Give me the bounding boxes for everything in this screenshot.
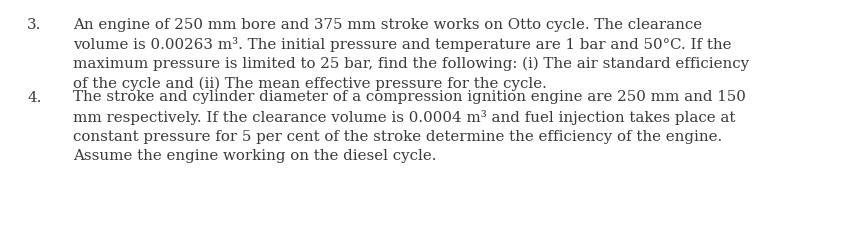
Text: 3.: 3. xyxy=(27,18,42,32)
Text: of the cycle and (ii) The mean effective pressure for the cycle.: of the cycle and (ii) The mean effective… xyxy=(73,76,547,91)
Text: 4.: 4. xyxy=(27,91,42,105)
Text: An engine of 250 mm bore and 375 mm stroke works on Otto cycle. The clearance: An engine of 250 mm bore and 375 mm stro… xyxy=(73,18,702,32)
Text: constant pressure for 5 per cent of the stroke determine the efficiency of the e: constant pressure for 5 per cent of the … xyxy=(73,129,722,143)
Text: Assume the engine working on the diesel cycle.: Assume the engine working on the diesel … xyxy=(73,149,437,163)
Text: The stroke and cylinder diameter of a compression ignition engine are 250 mm and: The stroke and cylinder diameter of a co… xyxy=(73,91,746,105)
Text: mm respectively. If the clearance volume is 0.0004 m³ and fuel injection takes p: mm respectively. If the clearance volume… xyxy=(73,110,735,125)
Text: maximum pressure is limited to 25 bar, find the following: (i) The air standard : maximum pressure is limited to 25 bar, f… xyxy=(73,57,749,71)
Text: volume is 0.00263 m³. The initial pressure and temperature are 1 bar and 50°C. I: volume is 0.00263 m³. The initial pressu… xyxy=(73,38,732,53)
